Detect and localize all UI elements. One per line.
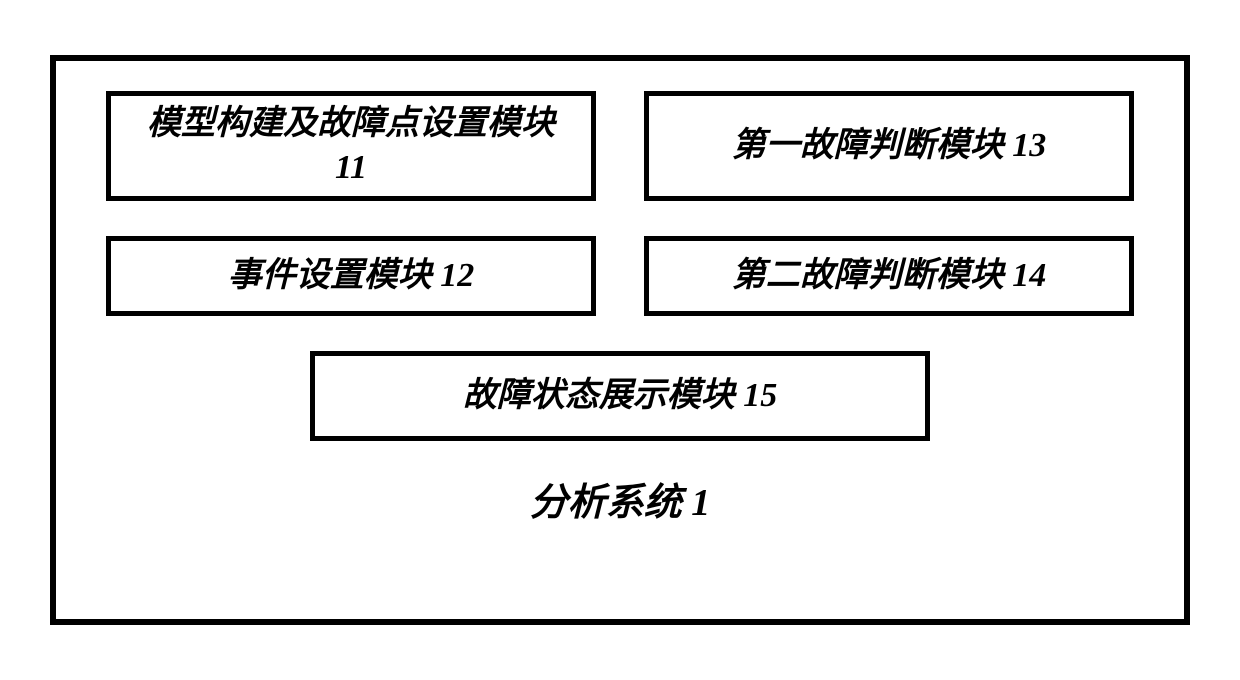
- module-event-setting-label: 事件设置模块 12: [228, 254, 475, 298]
- module-second-fault-label: 第二故障判断模块 14: [732, 254, 1047, 298]
- row-top: 模型构建及故障点设置模块11 第一故障判断模块 13: [106, 91, 1134, 201]
- module-model-build-label: 模型构建及故障点设置模块11: [131, 102, 571, 190]
- module-model-build: 模型构建及故障点设置模块11: [106, 91, 596, 201]
- module-event-setting: 事件设置模块 12: [106, 236, 596, 316]
- system-label: 分析系统 1: [106, 471, 1134, 526]
- module-first-fault-label: 第一故障判断模块 13: [732, 124, 1047, 168]
- row-mid: 事件设置模块 12 第二故障判断模块 14: [106, 236, 1134, 316]
- module-fault-status: 故障状态展示模块 15: [310, 351, 930, 441]
- module-fault-status-label: 故障状态展示模块 15: [463, 374, 778, 418]
- module-second-fault: 第二故障判断模块 14: [644, 236, 1134, 316]
- row-bottom: 故障状态展示模块 15: [106, 351, 1134, 441]
- module-first-fault: 第一故障判断模块 13: [644, 91, 1134, 201]
- system-container: 模型构建及故障点设置模块11 第一故障判断模块 13 事件设置模块 12 第二故…: [50, 55, 1190, 625]
